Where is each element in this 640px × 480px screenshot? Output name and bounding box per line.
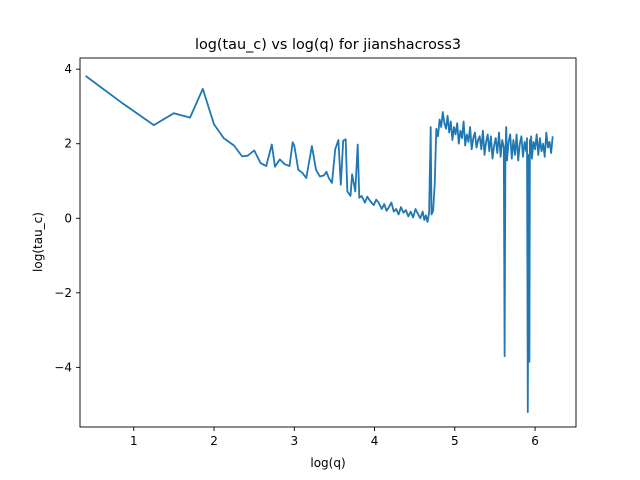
x-tick-label: 1 (130, 434, 138, 448)
plot-background (80, 58, 576, 427)
x-ticks: 1 2 3 4 5 6 (130, 427, 539, 448)
plot-area: 1 2 3 4 5 6 −4 −2 0 2 4 (54, 57, 577, 448)
series-line-0 (85, 75, 554, 414)
x-tick-label: 6 (531, 434, 539, 448)
y-axis-label: log(tau_c) (31, 212, 45, 272)
series-layer (85, 75, 554, 414)
axes-frame (79, 57, 577, 428)
x-tick-label: 5 (451, 434, 459, 448)
y-tick-label: 4 (64, 62, 72, 76)
y-tick-label: 2 (64, 137, 72, 151)
y-tick-label: −4 (54, 360, 72, 374)
x-tick-label: 3 (290, 434, 298, 448)
x-axis-label: log(q) (310, 456, 345, 470)
y-tick-label: −2 (54, 286, 72, 300)
y-ticks: −4 −2 0 2 4 (54, 62, 80, 374)
chart-title: log(tau_c) vs log(q) for jianshacross3 (195, 37, 461, 53)
x-tick-label: 4 (371, 434, 379, 448)
x-tick-label: 2 (210, 434, 218, 448)
y-tick-label: 0 (64, 211, 72, 225)
